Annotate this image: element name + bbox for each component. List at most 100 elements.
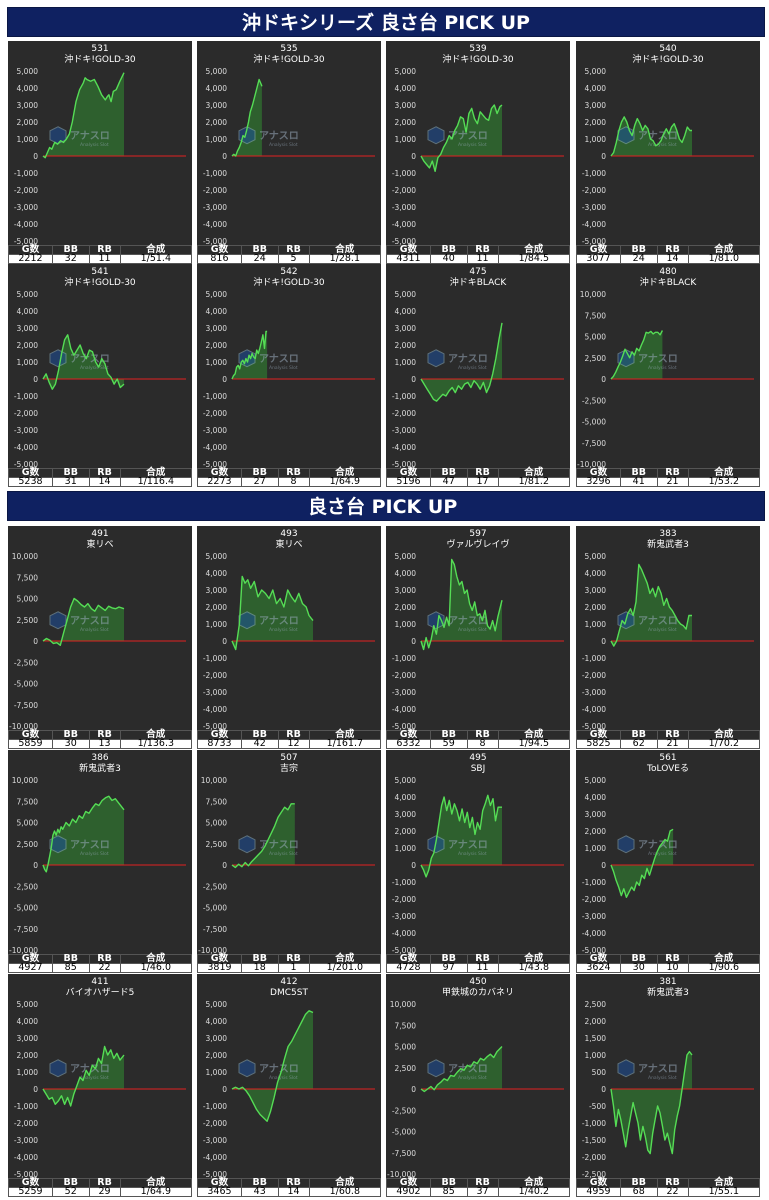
watermark-subtext: Analysis Slot: [648, 627, 677, 633]
y-tick-label: -1,000: [582, 878, 606, 887]
y-tick-label: -5,000: [14, 237, 38, 245]
y-tick-label: 5,000: [585, 67, 607, 76]
stats-value-cell: 1/28.1: [308, 254, 382, 264]
y-tick-label: 0: [33, 861, 38, 870]
chart-subtitle: ToLOVEる: [646, 763, 689, 774]
y-tick-label: 7,500: [17, 573, 39, 582]
logo-icon: [427, 126, 445, 145]
stats-value-cell: 8: [277, 477, 310, 487]
chart-subtitle: 沖ドキ!GOLD-30: [632, 53, 704, 65]
watermark-text: アナスロ: [638, 353, 678, 365]
chart-panel: 386 新鬼武者3 10,000 7,500 5,000 2,500 0 -2,500 -5,0…: [8, 750, 193, 973]
y-tick-label: 2,000: [206, 341, 228, 350]
logo-icon: [49, 349, 67, 368]
series-area: [611, 829, 674, 898]
y-tick-label: -2,000: [392, 895, 416, 904]
stats-value-cell: 4927: [8, 963, 53, 973]
stats-table: G数 BB RB 合成 3819 18 1 1/201.0: [197, 954, 382, 973]
stats-value-cell: 68: [619, 1187, 658, 1197]
y-tick-label: 7,500: [206, 797, 228, 806]
y-tick-label: 2,000: [395, 341, 417, 350]
stats-value-cell: 24: [619, 254, 658, 264]
series-line: [42, 72, 125, 159]
y-tick-label: 0: [222, 637, 227, 646]
y-tick-label: 5,000: [17, 290, 39, 299]
y-tick-label: 0: [222, 152, 227, 161]
watermark-subtext: Analysis Slot: [269, 1075, 298, 1081]
stats-value-cell: 3296: [576, 477, 621, 487]
stats-value-cell: 32: [51, 254, 90, 264]
stats-value-cell: 5259: [8, 1187, 53, 1197]
y-tick-label: 0: [33, 375, 38, 384]
stats-value-cell: 1/64.9: [308, 477, 382, 487]
series-area: [232, 803, 295, 868]
y-tick-label: -3,000: [582, 688, 606, 697]
watermark-text: アナスロ: [70, 1063, 110, 1075]
chart-subtitle: 東リベ: [86, 538, 113, 550]
chart-subtitle: バイオハザード5: [66, 987, 135, 998]
watermark-subtext: Analysis Slot: [80, 1075, 109, 1081]
stats-table: G数 BB RB 合成 4902 85 37 1/40.2: [386, 1178, 571, 1197]
y-tick-label: 2,500: [17, 840, 39, 849]
y-tick-label: 500: [592, 1068, 607, 1077]
y-tick-label: 0: [33, 637, 38, 646]
stats-table: G数 BB RB 合成 4959 68 22 1/55.1: [576, 1178, 761, 1197]
chart-title: 495: [469, 753, 486, 763]
y-tick-label: -7,500: [203, 925, 227, 934]
stats-value-cell: 1/70.2: [687, 739, 761, 749]
y-tick-label: 2,000: [395, 603, 417, 612]
series-area: [232, 576, 313, 650]
stats-value-cell: 1/81.0: [687, 254, 761, 264]
watermark-subtext: Analysis Slot: [648, 365, 677, 371]
y-tick-label: -5,000: [582, 722, 606, 730]
y-tick-label: -5,000: [203, 722, 227, 730]
watermark-text: アナスロ: [448, 353, 488, 365]
y-tick-label: -2,000: [392, 186, 416, 195]
y-tick-label: 4,000: [206, 84, 228, 93]
y-tick-label: 10,000: [201, 776, 227, 785]
logo-icon: [238, 1059, 256, 1078]
y-tick-label: -7,500: [14, 925, 38, 934]
y-tick-label: -1,000: [203, 392, 227, 401]
y-tick-label: 5,000: [585, 776, 607, 785]
chart-title: 561: [659, 753, 676, 763]
stats-table: G数 BB RB 合成 3624 30 10 1/90.6: [576, 954, 761, 973]
y-tick-label: 2,000: [17, 1051, 39, 1060]
y-tick-label: -3,000: [392, 426, 416, 435]
watermark-text: アナスロ: [70, 615, 110, 627]
stats-value-cell: 4959: [576, 1187, 621, 1197]
watermark-subtext: Analysis Slot: [269, 142, 298, 148]
chart-title: 539: [469, 44, 486, 54]
chart-panel: 480 沖ドキBLACK 10,000 7,500 5,000 2,500 0 -2,500 -…: [576, 264, 761, 487]
y-tick-label: 2,000: [585, 827, 607, 836]
watermark-text: アナスロ: [259, 839, 299, 851]
y-tick-label: 5,000: [395, 776, 417, 785]
stats-value-cell: 12: [277, 739, 310, 749]
y-tick-label: 5,000: [206, 67, 228, 76]
y-tick-label: 4,000: [395, 569, 417, 578]
y-tick-label: 1,000: [395, 620, 417, 629]
y-tick-label: 3,000: [395, 586, 417, 595]
y-tick-label: -2,500: [14, 658, 38, 667]
stats-value-cell: 97: [429, 963, 468, 973]
y-tick-label: -2,000: [582, 671, 606, 680]
series-line: [610, 563, 692, 647]
stats-value-cell: 1/46.0: [119, 963, 193, 973]
stats-table: G数 BB RB 合成 4728 97 11 1/43.8: [386, 954, 571, 973]
watermark-text: アナスロ: [448, 615, 488, 627]
y-tick-label: -1,000: [392, 392, 416, 401]
y-tick-label: -4,000: [392, 929, 416, 938]
y-tick-label: -10,000: [9, 946, 38, 954]
stats-value-cell: 3624: [576, 963, 621, 973]
y-tick-label: 0: [601, 375, 606, 384]
stats-value-cell: 1/81.2: [497, 477, 571, 487]
y-tick-label: 5,000: [585, 552, 607, 561]
y-tick-label: 5,000: [17, 1000, 39, 1009]
y-tick-label: 2,500: [585, 1000, 607, 1009]
